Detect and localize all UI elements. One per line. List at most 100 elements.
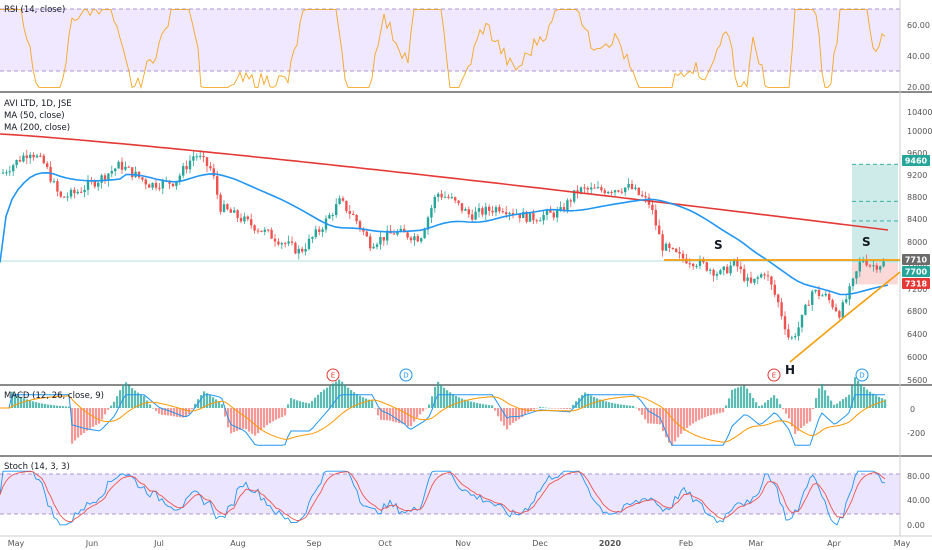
candle[interactable] xyxy=(277,238,280,247)
candle[interactable] xyxy=(474,207,477,221)
candle[interactable] xyxy=(746,273,749,287)
candle[interactable] xyxy=(440,189,443,201)
candle[interactable] xyxy=(552,210,555,221)
candle[interactable] xyxy=(341,196,345,203)
candle[interactable] xyxy=(491,205,494,216)
candle[interactable] xyxy=(236,209,239,222)
dividend-marker-1[interactable]: D xyxy=(399,368,413,382)
candle[interactable] xyxy=(328,212,331,220)
candle[interactable] xyxy=(630,180,634,190)
candle[interactable] xyxy=(811,289,814,311)
candle[interactable] xyxy=(304,243,307,256)
candle[interactable] xyxy=(535,218,538,224)
candle[interactable] xyxy=(824,290,827,297)
candle[interactable] xyxy=(253,224,256,234)
candle[interactable] xyxy=(379,231,382,250)
candle[interactable] xyxy=(158,183,161,192)
candle[interactable] xyxy=(450,192,453,200)
candle[interactable] xyxy=(511,208,515,219)
candle[interactable] xyxy=(382,236,385,246)
candle[interactable] xyxy=(658,219,661,235)
candle[interactable] xyxy=(695,263,698,269)
candle[interactable] xyxy=(42,153,45,165)
candle[interactable] xyxy=(596,181,600,189)
candle[interactable] xyxy=(433,194,436,213)
candle[interactable] xyxy=(314,225,317,240)
candle[interactable] xyxy=(443,191,447,199)
candle[interactable] xyxy=(321,227,324,238)
candle[interactable] xyxy=(661,230,664,257)
candle[interactable] xyxy=(35,153,39,159)
candle[interactable] xyxy=(729,261,732,276)
candle[interactable] xyxy=(297,245,300,260)
candle[interactable] xyxy=(66,192,69,202)
candle[interactable] xyxy=(637,187,640,196)
candle[interactable] xyxy=(124,161,127,172)
candle[interactable] xyxy=(678,247,681,259)
candle[interactable] xyxy=(413,232,416,247)
candle[interactable] xyxy=(243,212,246,224)
candle[interactable] xyxy=(290,236,294,246)
candle[interactable] xyxy=(5,169,8,176)
candle[interactable] xyxy=(834,303,838,313)
candle[interactable] xyxy=(375,242,379,250)
candle[interactable] xyxy=(141,176,144,182)
candle[interactable] xyxy=(464,207,467,211)
candle[interactable] xyxy=(103,173,107,184)
candle[interactable] xyxy=(148,183,151,188)
candle[interactable] xyxy=(726,264,729,274)
candle[interactable] xyxy=(311,236,314,244)
candle[interactable] xyxy=(613,189,617,197)
candle[interactable] xyxy=(386,225,389,246)
candle[interactable] xyxy=(270,227,273,239)
candle[interactable] xyxy=(345,200,348,214)
candle[interactable] xyxy=(498,204,501,214)
candle[interactable] xyxy=(287,235,290,246)
candle[interactable] xyxy=(777,293,780,308)
candle[interactable] xyxy=(233,207,236,213)
candle[interactable] xyxy=(454,196,457,204)
candle[interactable] xyxy=(828,289,831,304)
candle[interactable] xyxy=(698,255,702,270)
candle[interactable] xyxy=(641,190,644,198)
candle[interactable] xyxy=(56,178,59,197)
candle[interactable] xyxy=(131,167,134,181)
candle[interactable] xyxy=(460,203,464,214)
candle[interactable] xyxy=(59,190,62,199)
candle[interactable] xyxy=(569,198,572,208)
candle[interactable] xyxy=(841,299,844,319)
candle[interactable] xyxy=(110,165,113,178)
candle[interactable] xyxy=(756,275,759,285)
candle[interactable] xyxy=(318,225,321,236)
candle[interactable] xyxy=(654,204,657,230)
candle[interactable] xyxy=(175,181,178,190)
candle[interactable] xyxy=(202,151,205,163)
candle[interactable] xyxy=(63,196,66,198)
candle[interactable] xyxy=(216,170,219,200)
candle[interactable] xyxy=(875,262,878,273)
candle[interactable] xyxy=(117,160,120,169)
candle[interactable] xyxy=(501,208,504,214)
candle[interactable] xyxy=(260,230,263,233)
candle[interactable] xyxy=(477,203,481,218)
candle[interactable] xyxy=(494,205,498,217)
candle[interactable] xyxy=(607,190,610,195)
candle[interactable] xyxy=(430,204,433,224)
candle[interactable] xyxy=(409,235,413,244)
candle[interactable] xyxy=(603,188,606,195)
candle[interactable] xyxy=(205,156,209,173)
candle[interactable] xyxy=(294,241,297,255)
candle[interactable] xyxy=(542,210,545,225)
candle[interactable] xyxy=(355,214,358,225)
candle[interactable] xyxy=(127,165,130,168)
candle[interactable] xyxy=(46,161,49,170)
candle[interactable] xyxy=(797,321,800,341)
candle[interactable] xyxy=(481,206,484,217)
candle[interactable] xyxy=(209,162,212,171)
candle[interactable] xyxy=(518,214,521,223)
candle[interactable] xyxy=(73,187,76,199)
candle[interactable] xyxy=(182,162,185,179)
candle[interactable] xyxy=(743,264,746,283)
candle[interactable] xyxy=(406,231,409,240)
candle[interactable] xyxy=(229,207,232,213)
